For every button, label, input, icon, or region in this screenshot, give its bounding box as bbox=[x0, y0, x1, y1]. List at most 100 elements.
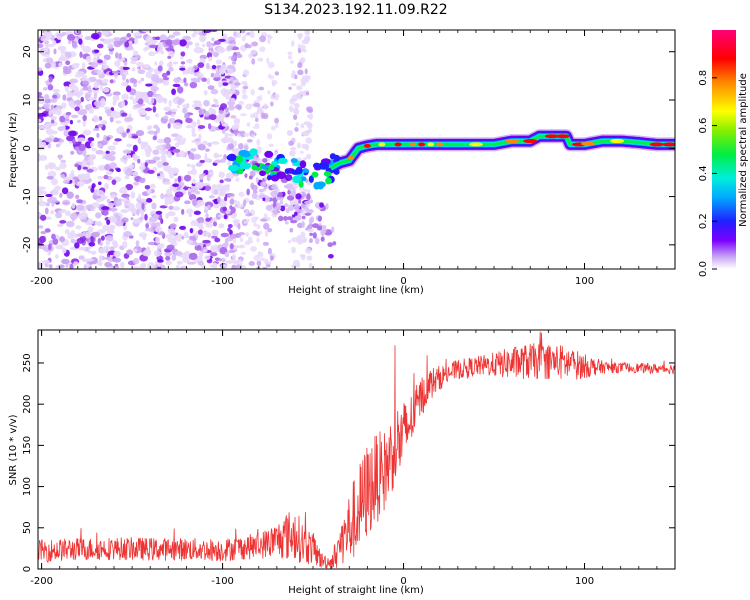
spectrogram-noise-blob bbox=[238, 191, 245, 197]
spectrogram-hot-spot bbox=[662, 142, 675, 147]
spectrogram-noise-blob bbox=[267, 61, 275, 69]
spectrogram-noise-blob bbox=[148, 44, 158, 49]
spectrogram-noise-blob bbox=[64, 210, 71, 216]
spectrogram-noise-blob bbox=[203, 116, 211, 120]
spectrogram-noise-blob bbox=[295, 122, 300, 127]
spectrogram-noise-blob bbox=[87, 85, 92, 91]
spectrogram-noise-blob bbox=[162, 76, 170, 81]
spectrogram-onset-blob bbox=[251, 164, 258, 171]
spectrogram-noise-blob bbox=[258, 188, 264, 193]
spectrogram-noise-blob bbox=[52, 88, 60, 93]
spectrogram-onset-blob bbox=[312, 162, 321, 169]
spectrogram-noise-blob bbox=[103, 134, 107, 142]
spectrogram-noise-blob bbox=[237, 142, 244, 150]
spectrogram-hot-spot bbox=[409, 142, 417, 147]
spectrogram-noise-blob bbox=[82, 166, 88, 170]
spectrogram-noise-blob bbox=[186, 163, 192, 167]
spectrogram-noise-blob bbox=[120, 66, 124, 74]
x-tick-label: -200 bbox=[30, 576, 53, 587]
spectrogram-noise-blob bbox=[212, 221, 217, 227]
spectrogram-noise-blob bbox=[296, 85, 303, 91]
spectrogram-noise-blob bbox=[283, 215, 288, 222]
spectrogram-onset-blob bbox=[237, 169, 244, 175]
spectrogram-noise-blob bbox=[70, 238, 76, 244]
spectrogram-noise-blob bbox=[43, 94, 50, 100]
spectrogram-noise-blob bbox=[38, 140, 44, 148]
spectrogram-noise-blob bbox=[257, 57, 264, 62]
spectrogram-noise-blob bbox=[194, 106, 201, 110]
spectrogram-noise-blob bbox=[39, 47, 47, 55]
spectrogram-noise-blob bbox=[133, 82, 138, 88]
spectrogram-noise-blob bbox=[140, 144, 146, 150]
spectrogram-noise-blob bbox=[304, 212, 311, 216]
spectrogram-noise-blob bbox=[93, 56, 98, 64]
spectrogram-noise-blob bbox=[141, 30, 151, 33]
snr-x-axis-label: Height of straight line (km) bbox=[288, 585, 424, 596]
spectrogram-noise-blob bbox=[179, 67, 186, 71]
spectrogram-noise-blob bbox=[60, 174, 65, 179]
spectrogram-noise-blob bbox=[197, 229, 203, 235]
spectrogram-noise-blob bbox=[146, 145, 152, 152]
spectrogram-noise-blob bbox=[86, 168, 94, 173]
spectrogram-noise-blob bbox=[96, 69, 103, 76]
spectrogram-noise-blob bbox=[292, 182, 299, 189]
spectrogram-noise-blob bbox=[217, 46, 225, 54]
spectrogram-onset-blob bbox=[226, 154, 237, 162]
spectrogram-noise-blob bbox=[198, 108, 203, 116]
spectrogram-noise-blob bbox=[263, 213, 268, 220]
spectrogram-noise-blob bbox=[296, 142, 301, 149]
spectrogram-noise-blob bbox=[70, 114, 79, 119]
spectrogram-noise-blob bbox=[251, 192, 258, 200]
spectrogram-noise-blob bbox=[171, 88, 177, 96]
spectrogram-noise-blob bbox=[198, 250, 204, 258]
snr-series-line bbox=[38, 331, 675, 569]
spectrogram-noise-blob bbox=[73, 261, 79, 266]
spectrogram-noise-blob bbox=[227, 137, 233, 143]
spectrogram-noise-blob bbox=[128, 131, 132, 139]
spectrogram-noise-blob bbox=[81, 159, 87, 166]
spectrogram-noise-blob bbox=[198, 173, 204, 180]
spectrogram-noise-blob bbox=[231, 126, 236, 130]
spectrogram-noise-blob bbox=[230, 114, 237, 119]
spectrogram-noise-blob bbox=[132, 32, 142, 37]
spectrogram-noise-blob bbox=[182, 35, 192, 41]
spectrogram-noise-blob bbox=[155, 126, 161, 134]
spectrogram-ridge-layer bbox=[226, 129, 675, 190]
spectrogram-noise-blob bbox=[53, 48, 57, 55]
spectrogram-noise-blob bbox=[74, 106, 80, 112]
spectrogram-noise-blob bbox=[263, 103, 268, 110]
spectrogram-noise-blob bbox=[327, 242, 333, 248]
spectrogram-noise-blob bbox=[259, 94, 263, 101]
spectrogram-noise-blob bbox=[73, 233, 78, 239]
spectrogram-noise-blob bbox=[91, 202, 100, 208]
spectrogram-noise-blob bbox=[69, 119, 73, 125]
spectrogram-noise-blob bbox=[97, 123, 104, 128]
spectrogram-noise-blob bbox=[126, 249, 134, 256]
spectrogram-noise-blob bbox=[182, 256, 191, 264]
spectrogram-noise-blob bbox=[40, 214, 47, 221]
spectrogram-noise-blob bbox=[136, 91, 144, 96]
spectrogram-noise-blob bbox=[111, 179, 117, 185]
spectrogram-noise-blob bbox=[207, 85, 215, 90]
spectrogram-noise-blob bbox=[62, 94, 67, 101]
spectrogram-noise-blob bbox=[177, 175, 182, 183]
spectrogram-noise-blob bbox=[124, 117, 134, 122]
spectrogram-noise-blob bbox=[165, 260, 172, 266]
spectrogram-noise-blob bbox=[161, 72, 168, 78]
spectrogram-noise-blob bbox=[216, 65, 222, 69]
spectrogram-noise-blob bbox=[175, 264, 180, 269]
spectrogram-noise-blob bbox=[321, 231, 325, 237]
spectrogram-noise-blob bbox=[207, 123, 212, 130]
spectrogram-noise-blob bbox=[89, 142, 95, 148]
spectrogram-noise-blob bbox=[124, 175, 130, 180]
spectrogram-noise-blob bbox=[224, 240, 229, 247]
spectrogram-noise-blob bbox=[39, 196, 43, 202]
spectrogram-noise-blob bbox=[300, 231, 306, 238]
spectrogram-noise-blob bbox=[76, 204, 85, 212]
spectrogram-noise-blob bbox=[159, 34, 167, 42]
spectrogram-noise-blob bbox=[57, 45, 67, 52]
spectrogram-noise-blob bbox=[248, 175, 253, 180]
spectrogram-noise-blob bbox=[113, 37, 121, 41]
spectrogram-noise-blob bbox=[94, 49, 100, 53]
spectrogram-noise-blob bbox=[174, 191, 184, 198]
